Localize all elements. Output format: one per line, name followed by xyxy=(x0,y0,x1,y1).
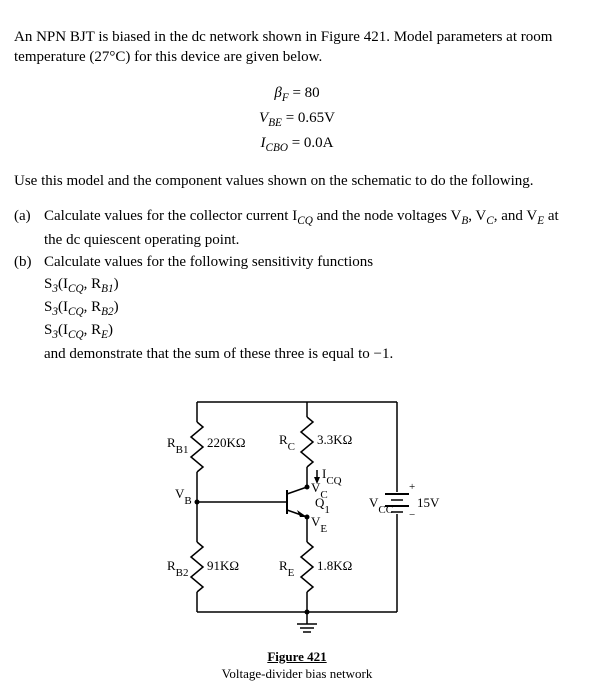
marker-b: (b) xyxy=(14,252,44,272)
svg-text:RB1: RB1 xyxy=(167,435,189,456)
svg-text:VB: VB xyxy=(175,486,192,507)
marker-a: (a) xyxy=(14,206,44,249)
svg-text:RB2: RB2 xyxy=(167,558,189,579)
svg-text:91KΩ: 91KΩ xyxy=(207,558,239,573)
svg-text:VE: VE xyxy=(311,514,327,535)
svg-text:15V: 15V xyxy=(417,495,440,510)
figure-title: Figure 421 xyxy=(267,649,326,664)
sensitivity-s1: S3(ICQ, RB1) xyxy=(44,274,580,297)
circuit-diagram: + − RB1 220KΩ RB2 91KΩ RC 3.3KΩ RE 1.8KΩ… xyxy=(147,382,447,642)
figure-subcaption: Voltage-divider bias network xyxy=(222,666,373,681)
instruction: Use this model and the component values … xyxy=(14,171,580,191)
svg-text:+: + xyxy=(409,481,415,493)
sensitivity-s3: S3(ICQ, RE) xyxy=(44,320,580,343)
svg-text:220KΩ: 220KΩ xyxy=(207,435,246,450)
svg-text:1.8KΩ: 1.8KΩ xyxy=(317,558,352,573)
item-b-tail: and demonstrate that the sum of these th… xyxy=(44,344,580,364)
model-parameters: βF = 80 VBE = 0.65V ICBO = 0.0A xyxy=(14,83,580,157)
item-b: (b) Calculate values for the following s… xyxy=(14,252,580,272)
figure-421: + − RB1 220KΩ RB2 91KΩ RC 3.3KΩ RE 1.8KΩ… xyxy=(14,382,580,683)
figure-caption: Figure 421 Voltage-divider bias network xyxy=(14,648,580,683)
sensitivity-s2: S3(ICQ, RB2) xyxy=(44,297,580,320)
svg-text:ICQ: ICQ xyxy=(322,466,342,487)
item-a: (a) Calculate values for the collector c… xyxy=(14,206,580,249)
svg-text:VCC: VCC xyxy=(369,495,393,516)
svg-text:RE: RE xyxy=(279,558,295,579)
svg-text:−: − xyxy=(409,509,415,521)
intro-paragraph: An NPN BJT is biased in the dc network s… xyxy=(14,27,580,68)
svg-text:RC: RC xyxy=(279,432,295,453)
svg-text:3.3KΩ: 3.3KΩ xyxy=(317,432,352,447)
